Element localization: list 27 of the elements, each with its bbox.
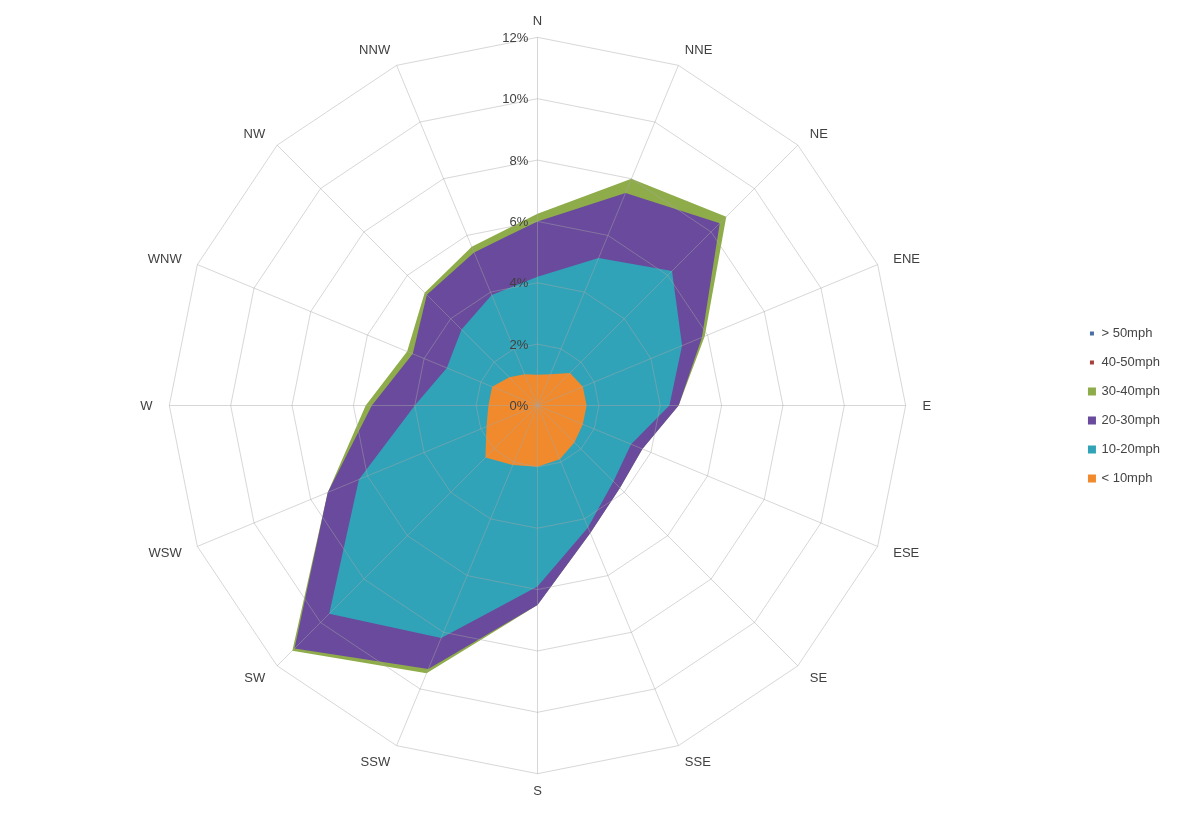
spoke-label: ESE — [893, 545, 920, 561]
spoke-label: E — [922, 398, 932, 413]
spoke-label: SSE — [684, 753, 712, 769]
spoke-label: WSW — [148, 545, 183, 561]
legend-label: 10-20mph — [1101, 441, 1160, 456]
legend-label: 30-40mph — [1101, 383, 1160, 398]
spoke-label: ENE — [893, 250, 921, 266]
spoke-label: SE — [809, 670, 828, 686]
spoke-label: S — [533, 783, 543, 799]
spoke-label: NNE — [684, 42, 713, 58]
y-tick-label: 0% — [509, 398, 529, 413]
spoke-label: NNW — [359, 42, 391, 58]
y-tick-label: 2% — [509, 336, 529, 352]
spoke-label: W — [140, 398, 154, 413]
spoke-label: NW — [243, 125, 266, 141]
legend-label: 20-30mph — [1101, 412, 1160, 427]
y-tick-label: 12% — [502, 29, 529, 45]
legend-label: 40-50mph — [1101, 354, 1160, 369]
spoke-label: SW — [244, 670, 266, 686]
y-tick-label: 10% — [502, 91, 529, 107]
y-tick-label: 8% — [509, 152, 529, 168]
legend-label: > 50mph — [1101, 325, 1153, 340]
legend-label: < 10mph — [1101, 470, 1153, 485]
spoke-label: SSW — [360, 753, 391, 769]
spoke-label: WNW — [147, 250, 183, 266]
spoke-label: N — [532, 12, 543, 28]
spoke-label: NE — [809, 125, 829, 141]
